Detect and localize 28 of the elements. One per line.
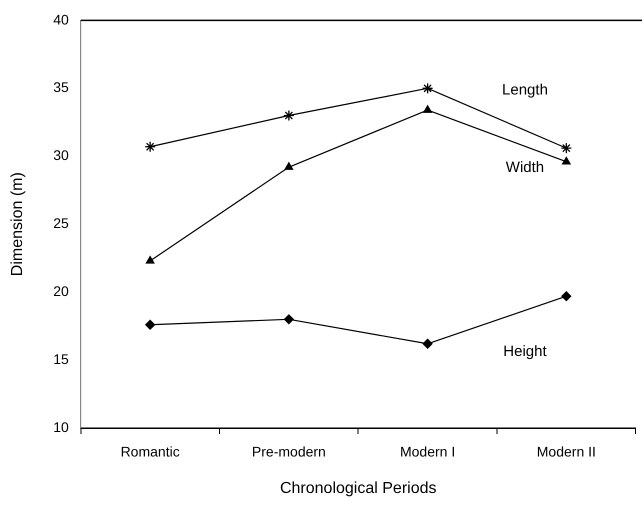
point bbox=[145, 320, 156, 330]
point bbox=[561, 291, 572, 302]
point bbox=[562, 156, 571, 164]
y-tick-label: 30 bbox=[53, 147, 69, 164]
y-tick-label: 20 bbox=[53, 282, 69, 299]
x-tick-label: Pre-modern bbox=[252, 443, 326, 460]
series-label: Height bbox=[503, 343, 548, 360]
point bbox=[144, 141, 156, 152]
y-tick-label: 25 bbox=[53, 215, 69, 232]
y-tick-label: 15 bbox=[53, 350, 69, 367]
point bbox=[146, 256, 155, 264]
point bbox=[283, 110, 295, 122]
point bbox=[560, 142, 572, 154]
x-tick-label: Romantic bbox=[120, 443, 180, 460]
series-label: Width bbox=[506, 159, 544, 176]
point bbox=[422, 338, 433, 349]
y-tick-label: 10 bbox=[53, 418, 69, 435]
y-tick-label: 40 bbox=[53, 11, 69, 28]
point bbox=[284, 314, 294, 324]
point bbox=[284, 162, 294, 170]
y-axis-title: Dimension (m) bbox=[9, 172, 26, 276]
point bbox=[422, 82, 434, 94]
series-label: Length bbox=[502, 81, 548, 98]
x-axis-title: Chronological Periods bbox=[280, 480, 436, 497]
x-tick-label: Modern II bbox=[536, 443, 596, 460]
x-tick-label: Modern I bbox=[400, 443, 456, 460]
point bbox=[423, 105, 432, 113]
y-tick-label: 35 bbox=[53, 79, 69, 96]
